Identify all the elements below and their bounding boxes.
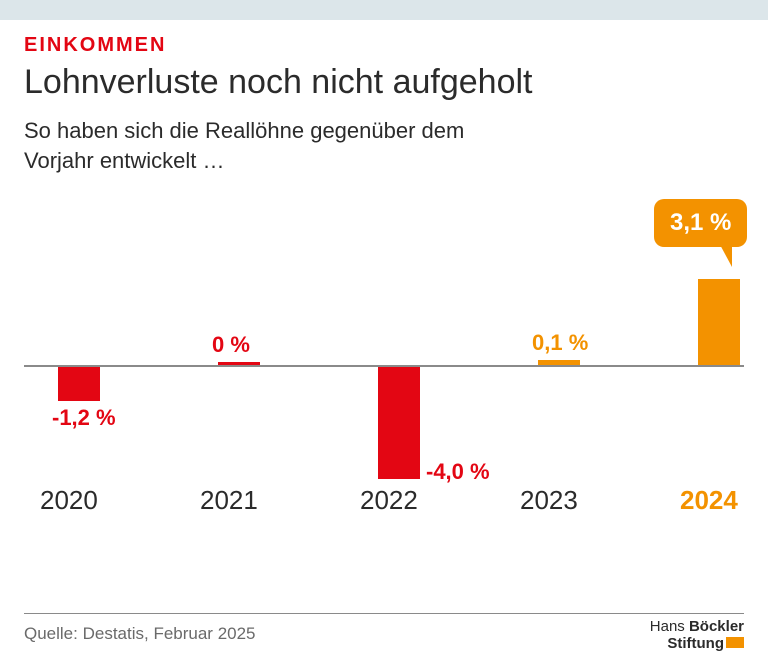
year-label-2021: 2021 bbox=[200, 485, 258, 516]
logo-square-icon bbox=[726, 637, 744, 648]
logo-text-stiftung: Stiftung bbox=[667, 635, 724, 652]
value-label-2021: 0 % bbox=[212, 332, 250, 358]
category-label: EINKOMMEN bbox=[24, 34, 744, 57]
bar-2024 bbox=[698, 279, 740, 366]
real-wage-chart: -1,2 % 2020 0 % 2021 -4,0 % 2022 0,1 % 2023 3,1 … bbox=[24, 185, 744, 515]
footer-divider bbox=[24, 613, 744, 614]
year-label-2020: 2020 bbox=[40, 485, 98, 516]
bar-2023 bbox=[538, 360, 580, 365]
logo-line2: Stiftung bbox=[650, 636, 744, 653]
source-text: Quelle: Destatis, Februar 2025 bbox=[24, 624, 256, 644]
value-label-2022: -4,0 % bbox=[426, 459, 490, 485]
year-label-2022: 2022 bbox=[360, 485, 418, 516]
page-title: Lohnverluste noch nicht aufgeholt bbox=[24, 63, 744, 102]
logo-text-boeckler: Böckler bbox=[689, 618, 744, 635]
value-label-2023: 0,1 % bbox=[532, 330, 588, 356]
top-strip bbox=[0, 0, 768, 20]
year-label-2023: 2023 bbox=[520, 485, 578, 516]
bar-2021 bbox=[218, 362, 260, 365]
logo-line1: Hans Böckler bbox=[650, 619, 744, 636]
logo: Hans Böckler Stiftung bbox=[650, 619, 744, 652]
subtitle: So haben sich die Reallöhne gegenüber de… bbox=[24, 116, 484, 175]
bar-2020 bbox=[58, 367, 100, 401]
content: EINKOMMEN Lohnverluste noch nicht aufgeh… bbox=[0, 20, 768, 515]
bubble-tail-icon bbox=[718, 241, 732, 267]
value-bubble-2024: 3,1 % bbox=[654, 199, 747, 247]
logo-text-hans: Hans bbox=[650, 618, 689, 635]
year-label-2024: 2024 bbox=[680, 485, 738, 516]
value-label-2020: -1,2 % bbox=[52, 405, 116, 431]
bar-2022 bbox=[378, 367, 420, 479]
